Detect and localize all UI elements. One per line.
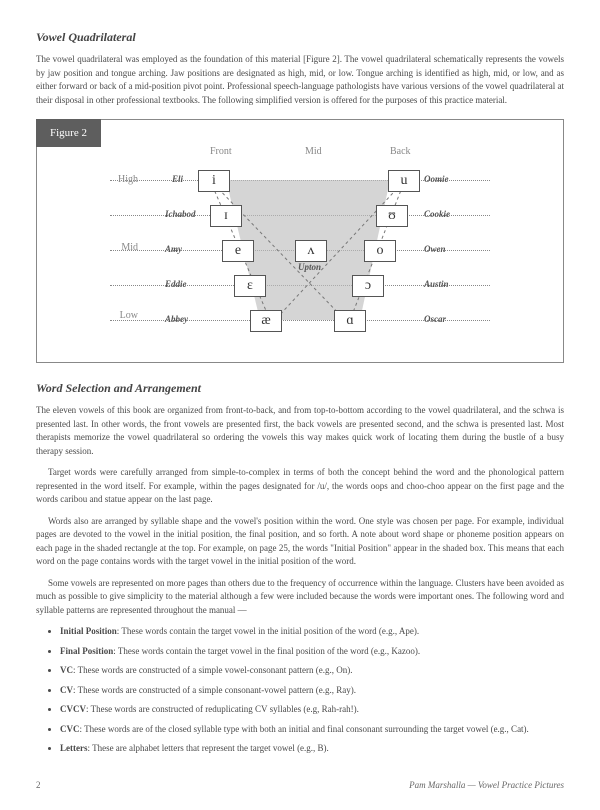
b1-rest: : These words contain the target vowel i…: [117, 626, 419, 636]
b5-rest: : These words are constructed of redupli…: [86, 704, 359, 714]
col-back: Back: [390, 146, 411, 157]
vowel-e: e: [222, 240, 254, 262]
b7-bold: Letters: [60, 743, 87, 753]
section1-title: Vowel Quadrilateral: [36, 30, 564, 45]
vowel-schwa: ʌ: [295, 240, 327, 262]
b3-bold: VC: [60, 665, 73, 675]
name-ichabod: Ichabod: [165, 209, 196, 219]
name-oomie: Oomie: [424, 174, 449, 184]
bullet-cvc: CVC: These words are of the closed sylla…: [60, 723, 564, 737]
bullet-vc: VC: These words are constructed of a sim…: [60, 664, 564, 678]
vowel-u: u: [388, 170, 420, 192]
bullet-initial-position: Initial Position: These words contain th…: [60, 625, 564, 639]
name-cookie: Cookie: [424, 209, 450, 219]
name-amy: Amy: [165, 244, 182, 254]
name-austin: Austin: [424, 279, 449, 289]
bullet-letters: Letters: These are alphabet letters that…: [60, 742, 564, 756]
name-oscar: Oscar: [424, 314, 446, 324]
figure-2: Figure 2 Front Mid Back High Mid Low: [36, 119, 564, 363]
name-owen: Owen: [424, 244, 446, 254]
col-mid: Mid: [305, 146, 322, 157]
name-eddie: Eddie: [165, 279, 187, 289]
section2-p2: Target words were carefully arranged fro…: [36, 466, 564, 507]
bullet-cv: CV: These words are constructed of a sim…: [60, 684, 564, 698]
col-front: Front: [210, 146, 232, 157]
vowel-I: ɪ: [210, 205, 242, 227]
b4-bold: CV: [60, 685, 73, 695]
b3-rest: : These words are constructed of a simpl…: [73, 665, 353, 675]
vowel-openo: ɔ: [352, 275, 384, 297]
bullet-final-position: Final Position: These words contain the …: [60, 645, 564, 659]
b1-bold: Initial Position: [60, 626, 117, 636]
vowel-i: i: [198, 170, 230, 192]
vowel-o: o: [364, 240, 396, 262]
b7-rest: : These are alphabet letters that repres…: [87, 743, 328, 753]
footer-credit: Pam Marshalla — Vowel Practice Pictures: [409, 780, 564, 790]
page-number: 2: [36, 780, 41, 790]
bullet-list: Initial Position: These words contain th…: [60, 625, 564, 756]
vowel-U: ʊ: [376, 205, 408, 227]
vowel-eps: ɛ: [234, 275, 266, 297]
vowel-a: ɑ: [334, 310, 366, 332]
page: Vowel Quadrilateral The vowel quadrilate…: [0, 0, 600, 810]
b6-rest: : These words are of the closed syllable…: [80, 724, 529, 734]
footer: 2 Pam Marshalla — Vowel Practice Picture…: [36, 780, 564, 790]
b5-bold: CVCV: [60, 704, 86, 714]
b6-bold: CVC: [60, 724, 80, 734]
b4-rest: : These words are constructed of a simpl…: [73, 685, 356, 695]
name-abbey: Abbey: [165, 314, 188, 324]
name-eli: Eli: [172, 174, 183, 184]
section2-p4: Some vowels are represented on more page…: [36, 577, 564, 618]
b2-rest: : These words contain the target vowel i…: [113, 646, 420, 656]
section2-p3: Words also are arranged by syllable shap…: [36, 515, 564, 569]
vowel-quadrilateral: Front Mid Back High Mid Low Eli i u Oomi…: [110, 160, 490, 340]
section2-p1: The eleven vowels of this book are organ…: [36, 404, 564, 458]
figure-tab: Figure 2: [36, 119, 101, 147]
bullet-cvcv: CVCV: These words are constructed of red…: [60, 703, 564, 717]
section2-title: Word Selection and Arrangement: [36, 381, 564, 396]
b2-bold: Final Position: [60, 646, 113, 656]
vowel-ae: æ: [250, 310, 282, 332]
section1-para: The vowel quadrilateral was employed as …: [36, 53, 564, 107]
name-upton: Upton: [298, 262, 321, 272]
